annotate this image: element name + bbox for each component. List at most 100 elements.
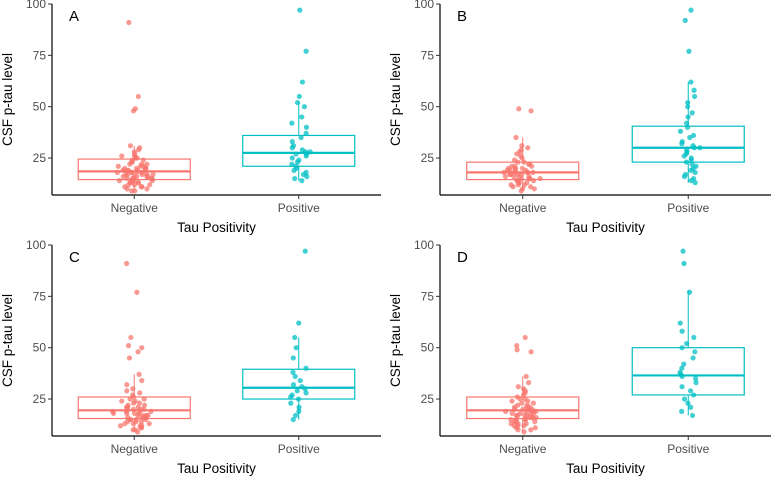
y-axis-title: CSF p-tau level [388,53,403,146]
data-point [522,334,528,341]
data-point [518,188,524,194]
x-axis-title: Tau Positivity [177,220,256,235]
x-tick-label: Positive [278,201,320,215]
series-positive [631,7,745,186]
data-point [292,373,298,380]
data-point [513,134,519,141]
data-point [303,390,309,396]
data-point [687,134,693,141]
data-point [692,375,699,382]
y-tick-label: 25 [33,392,47,406]
data-point [681,173,688,180]
data-point [530,178,537,184]
data-point [677,128,684,134]
data-point [679,141,685,147]
data-point [289,139,295,145]
data-point [292,334,298,341]
data-point [290,416,296,423]
data-point [529,163,535,169]
data-point [303,124,310,130]
data-point [692,349,698,355]
x-tick-label: Negative [111,201,159,215]
data-point [295,396,302,402]
data-point [532,419,538,425]
iqr-box [631,347,745,396]
data-point [684,124,691,130]
data-point [522,416,528,423]
series-negative [466,334,580,435]
data-point [690,355,696,361]
data-point [131,400,137,406]
data-point [141,402,148,408]
data-point [136,371,142,377]
data-point [530,414,536,421]
data-point [691,93,698,100]
data-point [525,169,531,176]
data-point [124,382,130,388]
data-point [297,377,303,384]
data-point [124,167,130,173]
data-point [140,157,146,163]
series-negative [466,106,580,194]
data-point [139,345,145,351]
x-axis-title: Tau Positivity [566,220,645,235]
data-point [124,186,130,192]
data-point [525,145,531,151]
data-point [149,178,155,184]
data-point [679,384,685,390]
y-tick-label: 50 [33,100,47,114]
data-point [297,7,303,13]
data-point [522,412,528,419]
data-point [511,173,517,180]
data-point [289,120,295,126]
data-point [519,143,525,149]
data-point [679,345,685,351]
data-point [683,159,690,165]
data-point [128,334,134,341]
data-point [147,182,153,188]
data-point [501,169,507,176]
data-point [299,114,305,120]
series-positive [242,248,356,423]
data-point [117,423,124,429]
data-point [523,408,529,414]
data-point [525,380,532,386]
data-point [510,184,516,190]
y-axis-title: CSF p-tau level [0,294,15,387]
data-point [289,161,295,167]
y-tick-label: 75 [421,289,435,303]
data-point [517,396,523,402]
x-axis-title: Tau Positivity [566,461,645,476]
iqr-box [242,368,356,400]
y-tick-label: 25 [421,151,435,165]
y-tick-label: 75 [33,289,47,303]
data-point [127,396,133,402]
data-point [302,386,308,392]
data-point [122,421,128,427]
data-point [304,173,310,180]
data-point [138,419,145,425]
data-point [119,398,125,404]
data-point [679,328,685,334]
data-point [688,167,694,173]
data-point [509,398,515,404]
data-point [521,429,527,435]
iqr-box [631,125,745,163]
data-point [509,410,515,417]
data-point [303,130,309,136]
panel-letter: A [69,8,79,25]
data-point [682,17,688,24]
data-point [134,169,140,176]
data-point [303,153,309,159]
series-positive [242,7,356,184]
data-point [691,392,697,398]
data-point [139,171,145,178]
data-point [130,427,136,433]
data-point [130,421,137,427]
data-point [293,345,299,351]
data-point [137,390,143,396]
x-tick-label: Positive [278,442,320,456]
data-point [686,48,692,54]
data-point [688,178,694,184]
